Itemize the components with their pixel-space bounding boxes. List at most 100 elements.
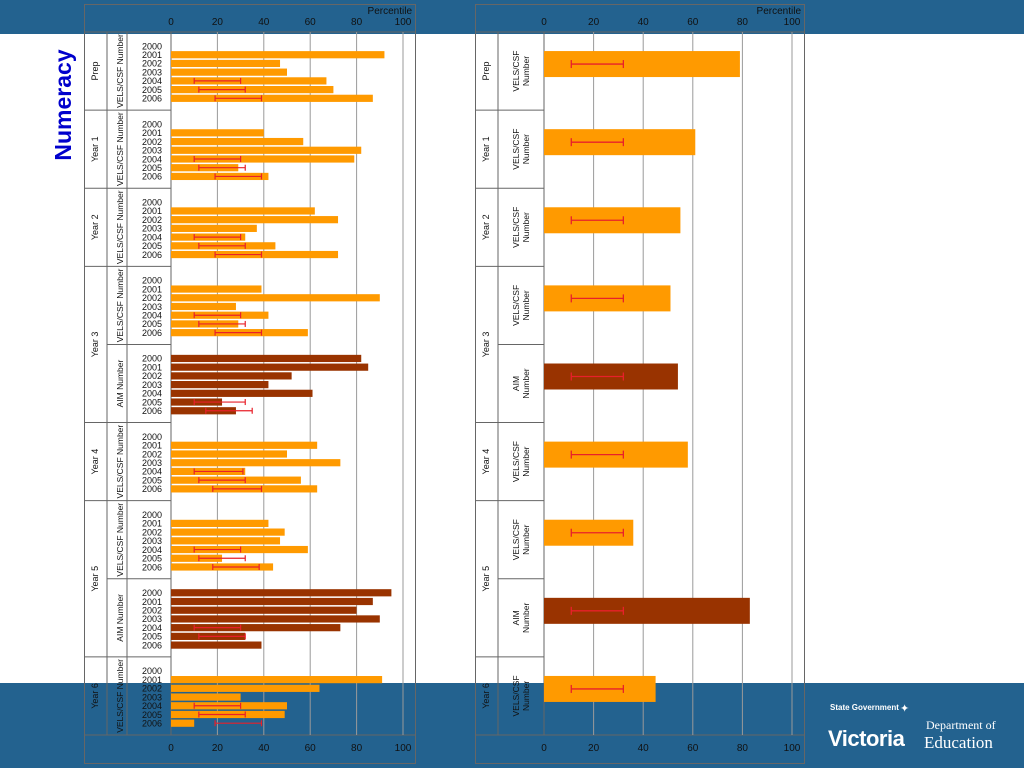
bar-year-3-aim-number-2001	[171, 363, 369, 371]
year-row-label: 2000	[142, 666, 162, 676]
bar-year-2-vels-csf-number-2002	[171, 216, 339, 224]
bar-year-3-aim-number-2004	[171, 389, 313, 397]
measure-label: AIM Number	[115, 359, 125, 407]
bar-year-1-vels-csf-number-2001	[171, 129, 264, 137]
year-row-label: 2003	[142, 67, 162, 77]
logo-box: State Government ✦ Victoria	[826, 700, 920, 756]
measure-label: VELS/CSFNumber	[511, 129, 531, 170]
year-row-label: 2000	[142, 41, 162, 51]
tick-label-top: 0	[541, 17, 547, 28]
bar-year-4-vels-csf-number-2001	[171, 441, 318, 449]
tick-label-top: 60	[305, 17, 317, 28]
bar-year-4-vels-csf-number-2003	[171, 459, 341, 467]
bar-year-5-aim-number-2002	[171, 606, 357, 614]
year-group-label: Prep	[90, 62, 100, 81]
measure-label: AIMNumber	[511, 368, 531, 398]
year-group-label: Year 3	[481, 332, 491, 358]
summary-percentile-chart: 002020404060608080100100PercentileVELS/C…	[475, 4, 805, 764]
bar-year-5-vels-csf-number-2001	[171, 519, 269, 527]
year-row-label: 2002	[142, 371, 162, 381]
year-group-label: Year 6	[90, 683, 100, 709]
measure-label-line2: Number	[521, 524, 531, 554]
year-row-label: 2001	[142, 675, 162, 685]
bar-prep-vels-csf-number-2003	[171, 68, 287, 76]
year-row-label: 2004	[142, 623, 162, 633]
year-row-label: 2006	[142, 250, 162, 260]
measure-label: VELS/CSFNumber	[511, 207, 531, 248]
measure-label: VELS/CSF Number	[115, 659, 125, 733]
year-row-label: 2000	[142, 588, 162, 598]
year-row-label: 2006	[142, 719, 162, 729]
bar-year-3-aim-number-2000	[171, 354, 362, 363]
logo-department-of: Department of	[926, 718, 996, 732]
bar-year-5-aim-number-2003	[171, 615, 380, 623]
logo-victoria: Victoria	[828, 726, 905, 751]
year-row-label: 2003	[142, 224, 162, 234]
bar-year-6-vels-csf-number-2006	[171, 719, 195, 727]
tick-label-bottom: 0	[168, 743, 174, 754]
x-axis-label: Percentile	[368, 6, 413, 17]
yearly-percentile-chart: 002020404060608080100100PercentileVELS/C…	[84, 4, 416, 764]
year-row-label: 2000	[142, 510, 162, 520]
tick-label-bottom: 80	[737, 743, 749, 754]
year-row-label: 2003	[142, 380, 162, 390]
year-row-label: 2001	[142, 50, 162, 60]
year-row-label: 2006	[142, 172, 162, 182]
year-row-label: 2003	[142, 614, 162, 624]
year-row-label: 2005	[142, 710, 162, 720]
tick-label-top: 40	[638, 17, 650, 28]
year-row-label: 2004	[142, 389, 162, 399]
tick-label-bottom: 60	[687, 743, 699, 754]
year-group-label: Prep	[481, 62, 491, 81]
year-row-label: 2001	[142, 519, 162, 529]
year-row-label: 2005	[142, 85, 162, 95]
year-row-label: 2004	[142, 76, 162, 86]
tick-label-bottom: 100	[784, 743, 801, 754]
bar-year-3-vels-csf-number-2001	[171, 285, 262, 293]
year-row-label: 2005	[142, 397, 162, 407]
southern-cross-icon: ✦	[900, 703, 910, 715]
measure-label-line1: VELS/CSF	[511, 51, 521, 92]
x-axis-label: Percentile	[757, 6, 802, 17]
year-row-label: 2002	[142, 606, 162, 616]
bar-year-3-aim-number-2006	[171, 407, 236, 415]
year-row-label: 2000	[142, 432, 162, 442]
measure-label-line1: AIM	[511, 376, 521, 391]
bar-year-3-vels-csf-number-2003	[171, 302, 236, 311]
measure-label-line1: VELS/CSF	[511, 129, 521, 170]
bar-year-3-aim-number-2003	[171, 381, 269, 389]
measure-label: AIMNumber	[511, 603, 531, 633]
measure-label: AIM Number	[115, 594, 125, 642]
bar-year-3-vels-csf-number-2002	[171, 294, 380, 302]
year-group-label: Year 5	[481, 566, 491, 592]
year-row-label: 2004	[142, 232, 162, 242]
year-row-label: 2000	[142, 198, 162, 208]
year-row-label: 2001	[142, 128, 162, 138]
logo-education: Education	[924, 733, 993, 752]
measure-label-line1: VELS/CSF	[511, 207, 521, 248]
year-row-label: 2005	[142, 554, 162, 564]
year-row-label: 2001	[142, 206, 162, 216]
year-row-label: 2004	[142, 467, 162, 477]
year-row-label: 2004	[142, 701, 162, 711]
tick-label-top: 80	[737, 17, 749, 28]
year-row-label: 2006	[142, 562, 162, 572]
year-group-label: Year 1	[481, 136, 491, 162]
year-group-label: Year 4	[481, 449, 491, 475]
measure-label-line2: Number	[521, 56, 531, 86]
bar-year-5-aim-number-2000	[171, 589, 392, 597]
tick-label-bottom: 80	[351, 743, 363, 754]
year-row-label: 2002	[142, 449, 162, 459]
measure-label-line2: Number	[521, 446, 531, 476]
year-row-label: 2003	[142, 692, 162, 702]
bar-year-4-vels-csf-number-2002	[171, 450, 287, 458]
bar-year-1-vels-csf-number-2003	[171, 146, 362, 154]
year-group-label: Year 6	[481, 683, 491, 709]
year-row-label: 2005	[142, 163, 162, 173]
measure-label: VELS/CSF Number	[115, 34, 125, 108]
bar-year-6-vels-csf-number-2002	[171, 684, 320, 692]
slide-title: Numeracy	[50, 49, 76, 160]
logo-state-government: State Government	[830, 703, 899, 712]
year-row-label: 2004	[142, 311, 162, 321]
year-group-label: Year 2	[90, 214, 100, 240]
